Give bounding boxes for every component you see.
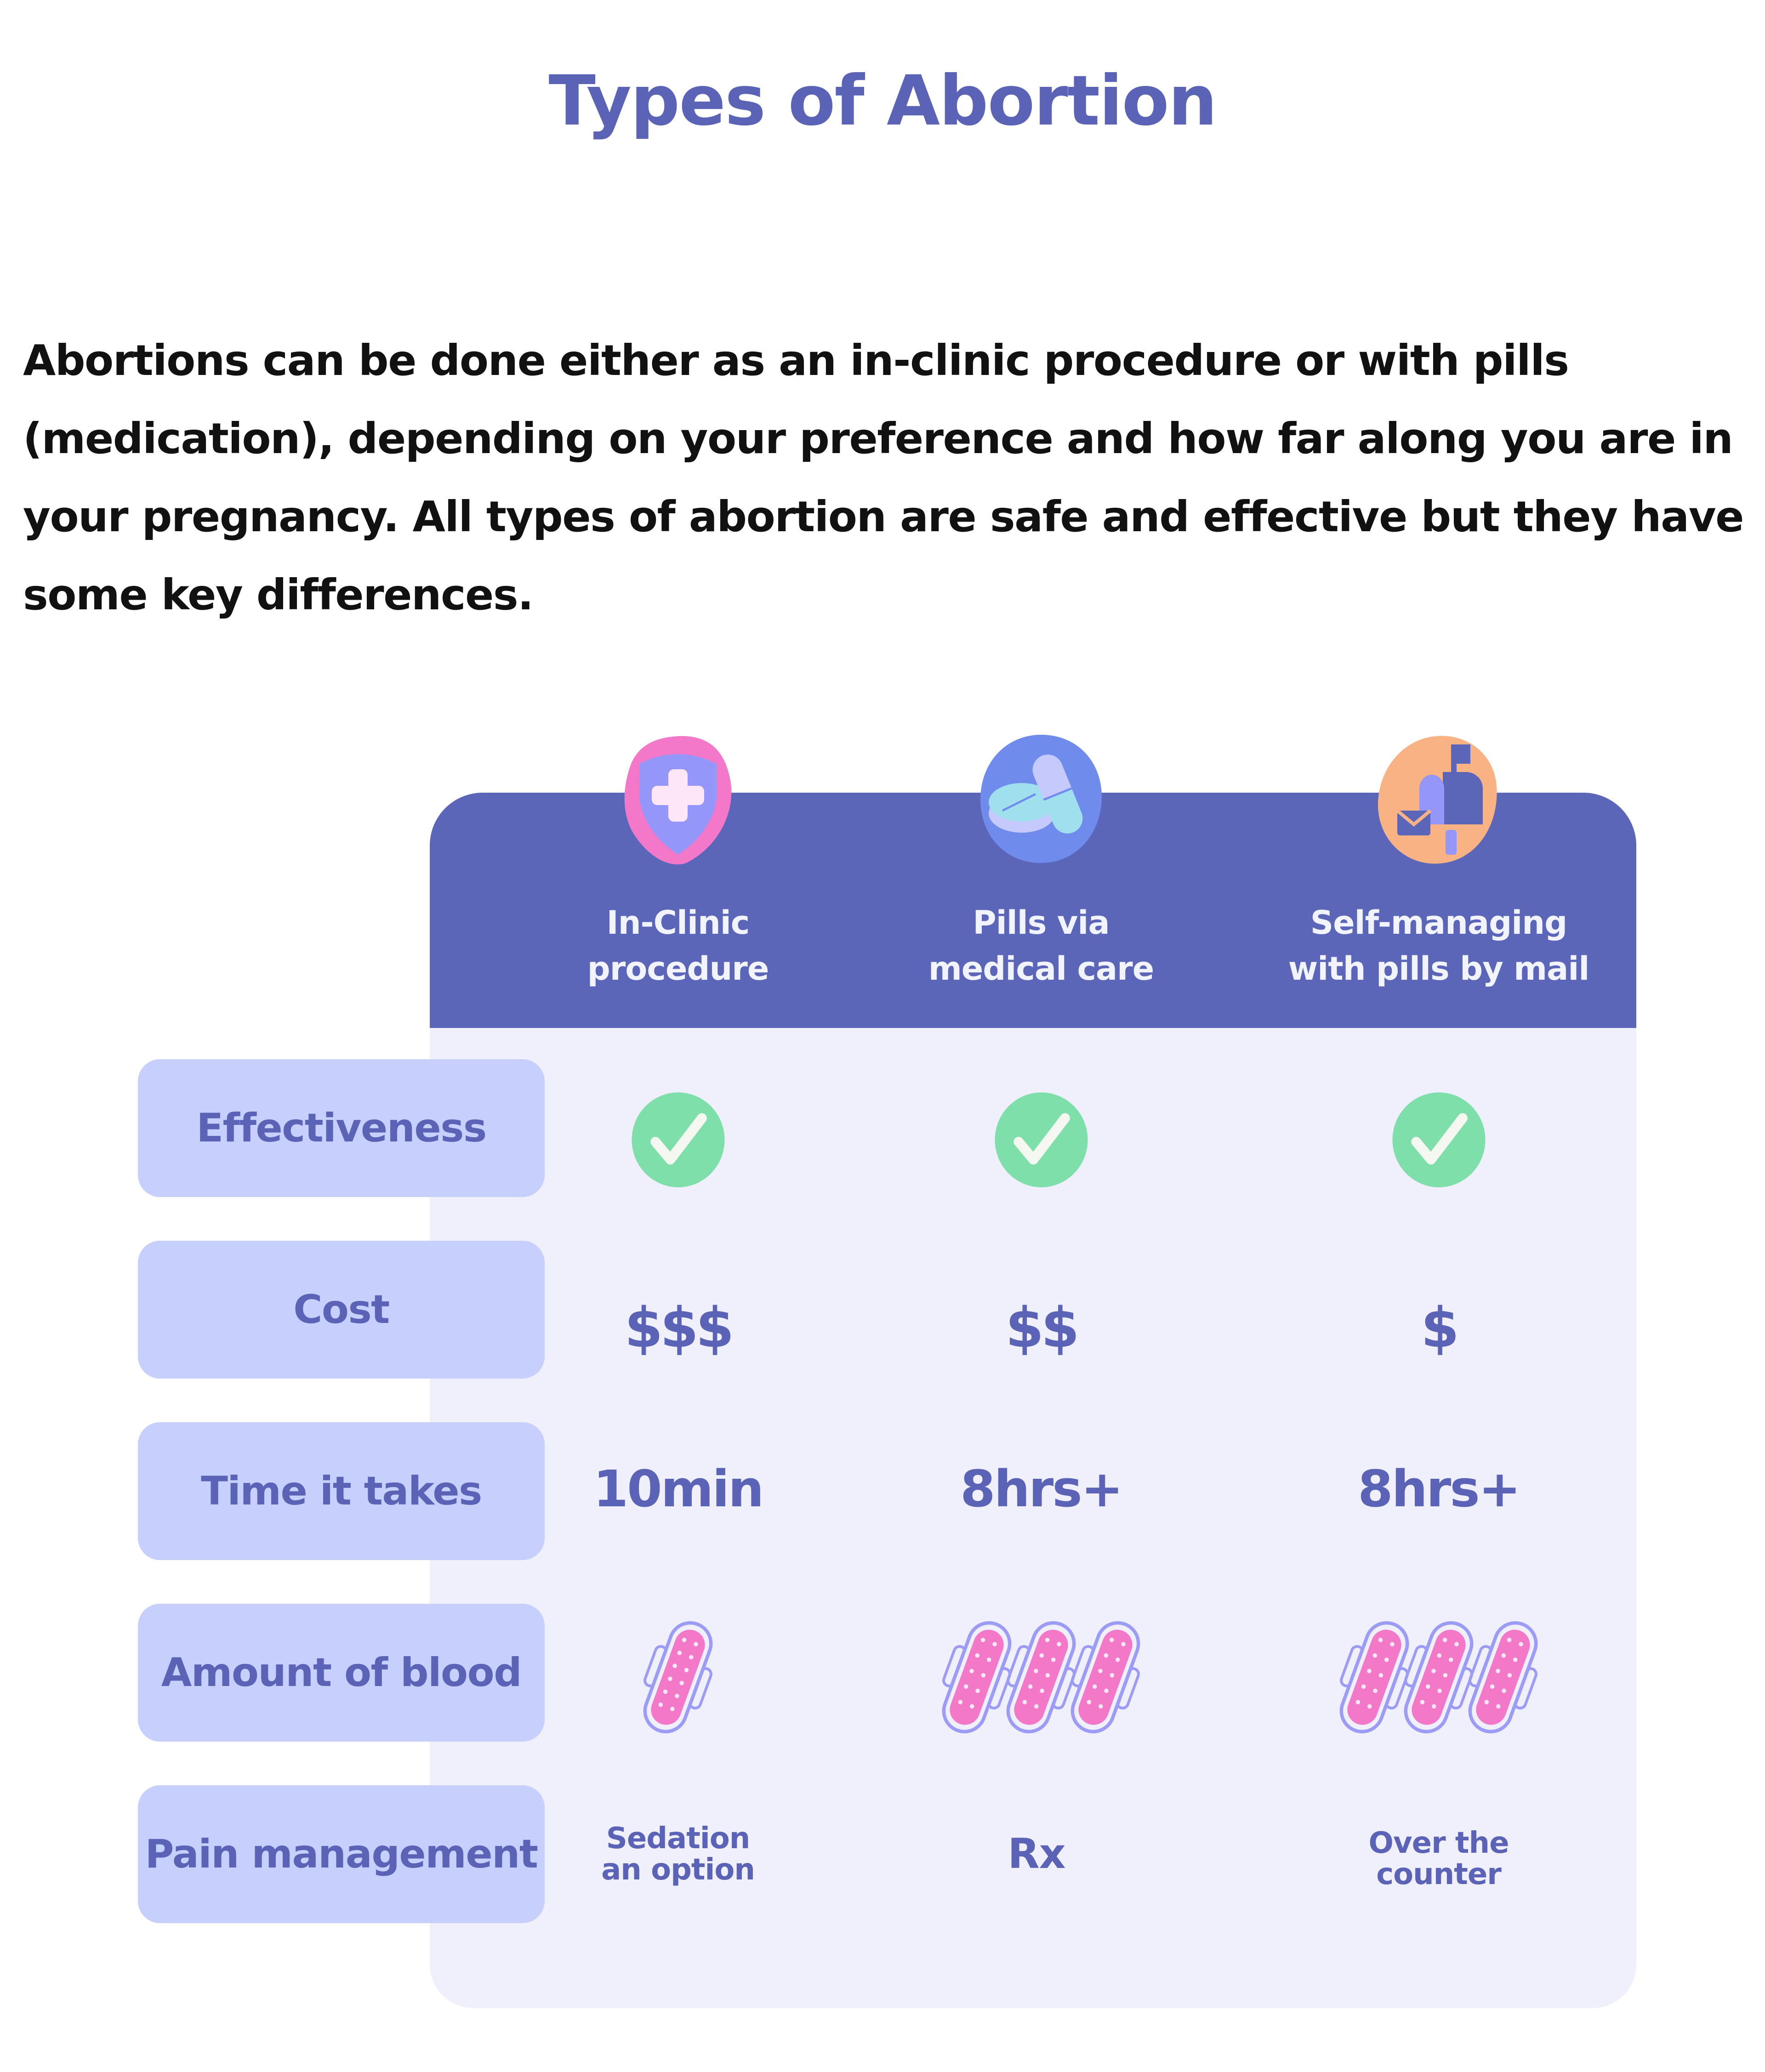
check-circle-icon [994,1092,1088,1187]
cell-pain-line2: counter [1376,1857,1502,1891]
cell-pain-line1: Over the [1368,1826,1509,1860]
column-header-pills-medical: Pills via medical care [857,731,1225,1016]
page-title: Types of Abortion [548,61,1218,141]
row-label-pain: Pain management [138,1785,545,1923]
cell-blood-in-clinic [517,1608,839,1746]
cell-effectiveness-pills [880,1071,1202,1209]
pad-icon [942,1621,1012,1734]
shield-cross-icon [609,731,747,869]
column-header-label-line1: Pills via [973,904,1110,942]
cell-time-in-clinic: 10min [593,1459,764,1518]
cell-cost-self-managing: $ [1421,1296,1459,1360]
intro-paragraph: Abortions can be done either as an in-cl… [23,336,1744,619]
column-header-self-managing: Self-managing with pills by mail [1255,731,1623,1016]
cell-pain-self-managing: Over the counter [1278,1790,1600,1928]
cell-time-pills: 8hrs+ [960,1459,1123,1518]
cell-pain-line1: Rx [1008,1830,1065,1878]
check-circle-icon [631,1092,725,1187]
pad-icon [1339,1621,1409,1734]
column-header-label-line1: In-Clinic [606,904,750,942]
cell-blood-pills [880,1608,1202,1746]
cell-time-self-managing: 8hrs+ [1358,1459,1521,1518]
mailbox-icon [1370,731,1508,869]
cell-effectiveness-in-clinic [517,1071,839,1209]
pills-icon [972,731,1110,869]
cell-pain-line2: an option [601,1853,755,1887]
row-label-time: Time it takes [138,1422,545,1560]
column-header-label-line1: Self-managing [1310,904,1567,942]
column-header-label-line2: with pills by mail [1288,950,1590,988]
row-label-blood: Amount of blood [138,1604,545,1742]
row-label-cost: Cost [138,1241,545,1379]
pad-icon [1006,1621,1076,1734]
column-header-label-line2: medical care [928,950,1154,988]
cell-pain-pills: Rx [876,1785,1197,1923]
cell-pain-in-clinic: Sedation an option [517,1785,839,1923]
pad-icon [1070,1621,1140,1734]
pad-icon [1468,1621,1538,1734]
cell-cost-in-clinic: $$$ [624,1296,734,1360]
cell-cost-pills: $$ [1005,1296,1080,1360]
comparison-body-panel [430,1028,1636,2008]
column-header-label-line2: procedure [587,950,769,988]
pad-icon [1404,1621,1474,1734]
cell-effectiveness-self-managing [1278,1071,1600,1209]
column-header-in-clinic: In-Clinic procedure [494,731,862,1016]
pad-icon [643,1621,713,1734]
row-label-effectiveness: Effectiveness [138,1059,545,1197]
check-circle-icon [1392,1092,1486,1187]
cell-blood-self-managing [1278,1608,1600,1746]
cell-pain-line1: Sedation [606,1822,751,1856]
